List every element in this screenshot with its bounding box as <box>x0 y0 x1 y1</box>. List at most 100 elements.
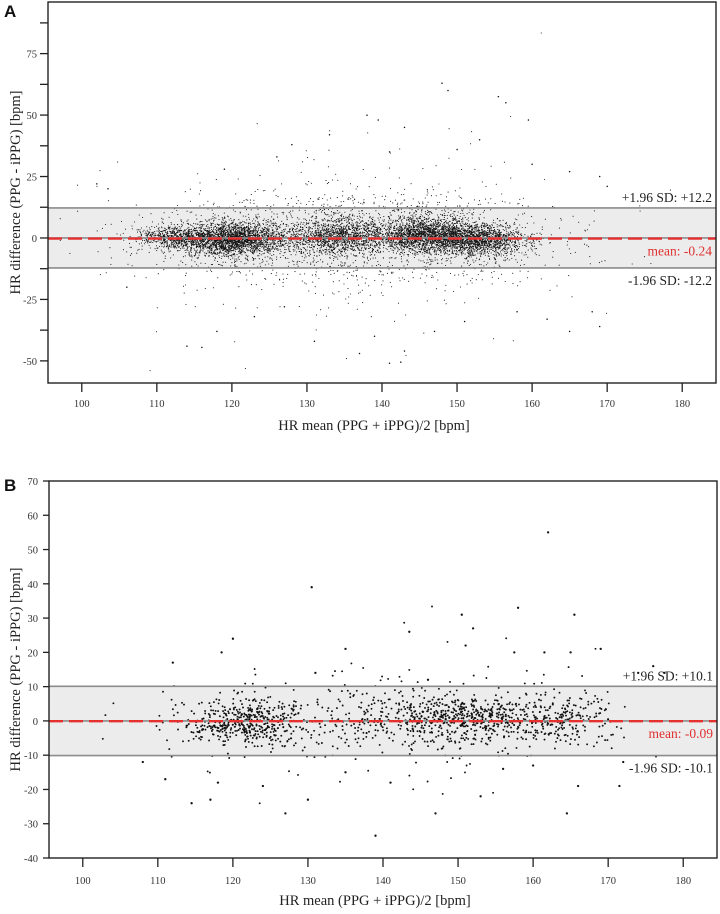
upper-loa-label: +1.96 SD: +12.2 <box>622 190 712 205</box>
outlier-point <box>220 651 223 654</box>
outlier-point <box>284 812 287 815</box>
outlier-point <box>283 306 286 308</box>
x-tick-label: 120 <box>224 399 240 410</box>
x-axis-title: HR mean (PPG + iPPG)/2 [bpm] <box>278 418 469 434</box>
y-tick-label: 20 <box>28 648 39 659</box>
outlier-point <box>403 350 406 352</box>
outlier-point <box>291 143 293 146</box>
outlier-point <box>456 148 458 151</box>
outlier-point <box>261 784 265 788</box>
outlier-point <box>516 310 518 313</box>
outlier-point <box>209 798 212 801</box>
x-tick-label: 180 <box>675 876 691 887</box>
outlier-point <box>598 175 601 178</box>
y-tick-label: 50 <box>27 111 38 122</box>
outlier-point <box>276 156 278 158</box>
y-tick-label: 40 <box>28 580 39 591</box>
y-tick-label: 25 <box>27 173 38 184</box>
outlier-point <box>663 671 666 675</box>
outlier-point <box>591 310 593 313</box>
outlier-point <box>637 671 640 675</box>
x-tick-label: 160 <box>525 876 541 887</box>
outlier-point <box>306 798 310 801</box>
outlier-point <box>377 119 379 121</box>
x-axis-title: HR mean (PPG + iPPG)/2 [bpm] <box>279 893 470 909</box>
y-tick-label: 50 <box>28 546 39 557</box>
outlier-point <box>408 630 411 633</box>
outlier-point <box>96 183 98 185</box>
outlier-point <box>426 678 430 681</box>
panel-b-letter: B <box>4 476 17 495</box>
outlier-point <box>441 82 443 84</box>
outlier-point <box>216 781 220 784</box>
outlier-point <box>576 784 580 788</box>
outlier-point <box>253 315 256 318</box>
outlier-point <box>598 325 601 328</box>
outlier-point <box>358 352 361 355</box>
y-tick-label: -40 <box>24 854 38 865</box>
y-tick-label: -30 <box>24 820 38 831</box>
outlier-point <box>328 133 331 136</box>
outlier-point <box>126 286 128 288</box>
x-tick-label: 130 <box>300 876 316 887</box>
outlier-point <box>314 671 317 675</box>
upper-loa-label: +1.96 SD: +10.1 <box>623 668 713 683</box>
x-tick-label: 140 <box>375 876 391 887</box>
outlier-point <box>223 168 226 170</box>
outlier-point <box>569 651 572 654</box>
outlier-point <box>388 151 391 153</box>
outlier-point <box>565 812 569 815</box>
outlier-point <box>344 647 347 651</box>
outlier-point <box>373 335 376 338</box>
x-tick-label: 110 <box>150 876 165 887</box>
y-tick-label: 0 <box>33 717 38 728</box>
panel-a-letter: A <box>4 2 17 21</box>
outlier-point <box>201 346 203 349</box>
outlier-point <box>374 834 377 837</box>
outlier-point <box>573 613 576 616</box>
outlier-point <box>107 188 109 190</box>
y-axis-title: HR difference (PPG - iPPG) [bpm] <box>8 91 24 295</box>
x-tick-label: 170 <box>600 876 616 887</box>
outlier-point <box>190 802 193 805</box>
bland-altman-chart-a: 100 110 120 130 140 150 160 170 180 75 50 25 0 -25 -50… <box>8 1 717 434</box>
outlier-point <box>344 771 347 774</box>
outlier-point <box>497 95 500 98</box>
x-tick-label: 180 <box>674 399 690 410</box>
outlier-point <box>433 330 436 333</box>
outlier-point <box>527 119 530 121</box>
outlier-point <box>479 795 482 798</box>
outlier-point <box>471 627 475 630</box>
outlier-point <box>531 764 535 767</box>
y-tick-label: 70 <box>28 477 39 488</box>
y-tick-label: -10 <box>24 751 38 762</box>
outlier-point <box>171 661 174 664</box>
outlier-point <box>546 318 548 320</box>
x-tick-label: 100 <box>75 876 91 887</box>
outlier-point <box>505 102 507 104</box>
outlier-point <box>216 330 218 333</box>
outlier-point <box>141 760 144 764</box>
outlier-point <box>652 664 655 668</box>
outlier-point <box>447 89 449 92</box>
outlier-point <box>310 586 313 589</box>
y-tick-label: -20 <box>24 785 38 796</box>
y-tick-label: 30 <box>28 614 39 625</box>
outlier-point <box>568 170 571 173</box>
scatter-points <box>101 531 666 837</box>
outlier-point <box>403 126 406 129</box>
x-tick-label: 150 <box>450 876 466 887</box>
x-tick-label: 160 <box>524 399 540 410</box>
lower-loa-label: -1.96 SD: -10.1 <box>629 761 713 776</box>
outlier-point <box>186 345 188 347</box>
mean-label: mean: -0.24 <box>648 244 713 259</box>
y-tick-label: 60 <box>28 511 39 522</box>
outlier-point <box>434 812 437 815</box>
y-tick-label: -50 <box>23 357 37 368</box>
outlier-point <box>546 531 550 534</box>
outlier-point <box>618 784 621 788</box>
outlier-point <box>531 163 533 165</box>
x-tick-label: 110 <box>149 399 164 410</box>
outlier-point <box>516 606 520 609</box>
y-tick-label: 10 <box>28 683 39 694</box>
